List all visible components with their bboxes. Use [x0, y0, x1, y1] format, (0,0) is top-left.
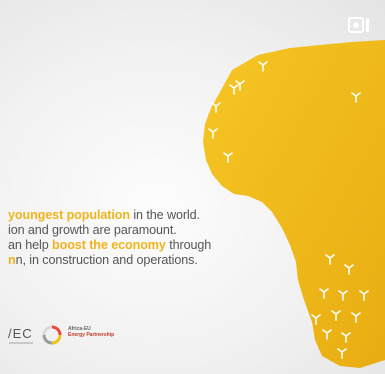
wind-turbine-icon — [344, 264, 354, 275]
headline-line-2: ion and growth are paramount. — [8, 223, 368, 238]
wind-turbine-icon — [311, 314, 321, 325]
media-indicator-icon[interactable] — [348, 17, 370, 33]
headline-line-3: an help boost the economy through — [8, 238, 368, 253]
africa-continent-shape — [203, 40, 385, 368]
wind-turbine-icon — [223, 152, 233, 163]
highlight-boost-economy: boost the economy — [52, 238, 166, 252]
headline-line-4: nn, in construction and operations. — [8, 253, 368, 268]
partner-logo-line-2: Energy Partnership — [68, 332, 115, 338]
headline-line-3-text: an help — [8, 238, 53, 252]
madagascar-shape — [378, 276, 385, 318]
wind-turbine-icon — [359, 290, 369, 301]
left-logo: /EC — [8, 326, 33, 341]
wind-turbine-icon — [341, 332, 351, 343]
wind-turbine-icon — [325, 254, 335, 265]
partner-logo-line-1: Africa-EU — [68, 326, 91, 332]
wind-turbines — [208, 61, 369, 359]
wind-turbine-icon — [258, 61, 268, 72]
wind-turbine-icon — [337, 348, 347, 359]
wind-turbine-icon — [351, 92, 361, 103]
wind-turbine-icon — [319, 288, 329, 299]
highlight-youngest-population: youngest population — [8, 208, 130, 222]
wind-turbine-icon — [211, 102, 221, 113]
headline-line-3-tail: through — [165, 238, 212, 252]
wind-turbine-icon — [331, 310, 341, 321]
wind-turbine-icon — [235, 80, 245, 91]
wind-turbine-icon — [338, 290, 348, 301]
partner-logo-icon — [42, 325, 62, 345]
wind-turbine-icon — [208, 128, 218, 139]
left-logo-underline — [9, 342, 33, 344]
wind-turbine-icon — [351, 312, 361, 323]
partner-logo-label: Africa-EU Energy Partnership — [68, 326, 114, 338]
headline-text: youngest population in the world. ion an… — [8, 208, 368, 268]
headline-line-4-highlight: n — [8, 253, 16, 267]
headline-line-2-text: ion and growth are paramount. — [8, 223, 177, 237]
wind-turbine-icon — [322, 329, 332, 340]
headline-line-1-tail: in the world. — [129, 208, 200, 222]
headline-line-4-text: n, in construction and operations. — [15, 253, 198, 267]
wind-turbine-icon — [229, 84, 239, 95]
headline-line-1: youngest population in the world. — [8, 208, 368, 223]
